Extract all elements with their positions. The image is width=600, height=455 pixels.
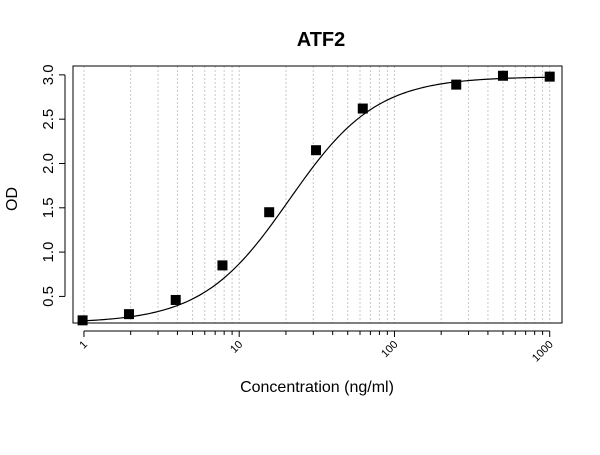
fit-curve (82, 76, 550, 322)
y-tick-label: 0.5 (40, 286, 57, 307)
y-tick-label: 1.5 (40, 197, 57, 218)
y-axis-label: OD (4, 187, 21, 211)
x-axis-label: Concentration (ng/ml) (240, 379, 394, 396)
x-tick-label: 10 (228, 339, 245, 356)
data-point (77, 315, 88, 326)
y-tick-label: 2.0 (40, 153, 57, 174)
data-point (264, 207, 275, 218)
fit-curve-layer (82, 76, 550, 322)
data-point (170, 294, 181, 305)
data-point (451, 79, 462, 90)
x-tick-label: 1 (77, 339, 90, 352)
y-tick-label: 2.5 (40, 109, 57, 130)
data-points (77, 70, 555, 326)
x-axis: 1 10 100 1000 (77, 330, 556, 365)
data-point (217, 260, 228, 271)
data-point (357, 103, 368, 114)
x-tick-label: 1000 (530, 339, 556, 365)
grid (83, 66, 551, 323)
chart-title: ATF2 (297, 29, 346, 51)
y-tick-label: 3.0 (40, 64, 57, 85)
data-point (497, 70, 508, 81)
data-point (311, 145, 322, 156)
y-tick-label: 1.0 (40, 242, 57, 263)
data-point (544, 71, 555, 82)
y-axis: 0.5 1.0 1.5 2.0 2.5 3.0 (40, 64, 66, 307)
data-point (123, 309, 134, 320)
x-tick-label: 100 (379, 339, 400, 360)
plot-frame (72, 65, 563, 324)
